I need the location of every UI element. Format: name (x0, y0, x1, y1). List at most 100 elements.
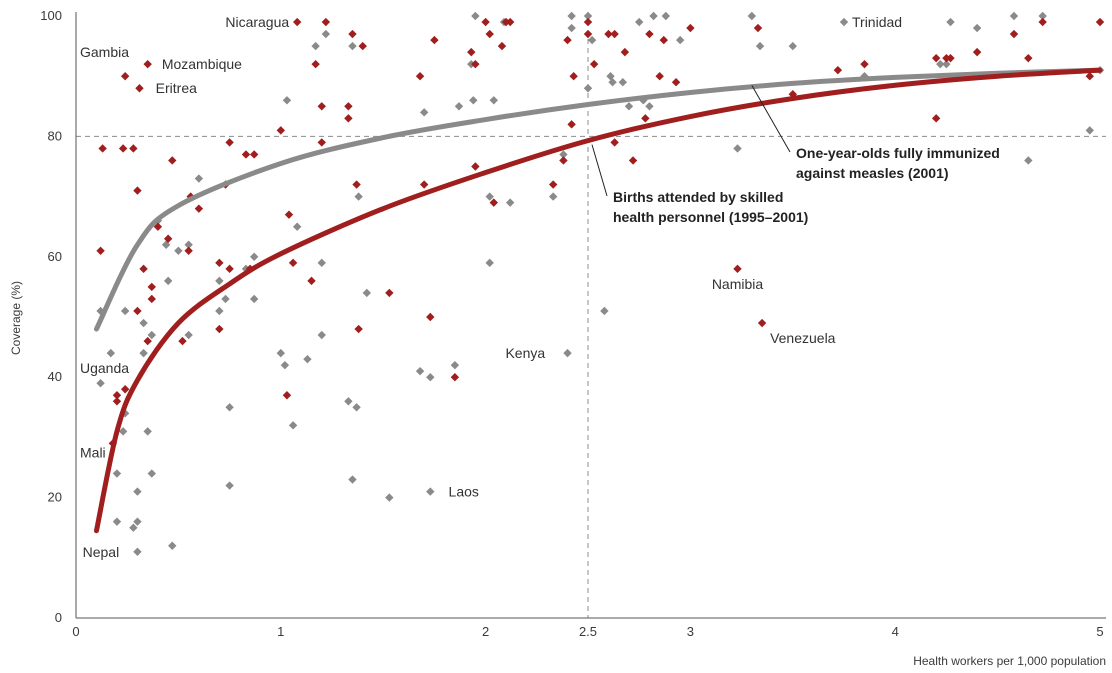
measles-point (317, 330, 326, 340)
y-tick-label: 80 (48, 128, 62, 143)
measles-point (276, 348, 285, 358)
measles-point (344, 397, 353, 406)
points (96, 11, 1105, 556)
births-point (317, 102, 326, 111)
y-tick-label: 20 (48, 490, 62, 505)
measles-point (1085, 126, 1094, 135)
measles-point (249, 294, 259, 304)
measles-point (143, 427, 152, 436)
births-point (143, 336, 152, 346)
measles-point (450, 360, 460, 370)
measles-point (184, 240, 193, 249)
births-point (563, 35, 572, 45)
annotations: Nicaragua Trinidad Gambia Mozambique Eritrea… (80, 14, 1000, 560)
births-point (354, 324, 363, 334)
births-point (628, 156, 638, 165)
births-point (241, 150, 251, 159)
measles-point (362, 288, 372, 298)
measles-point (303, 354, 312, 364)
births-point (139, 264, 148, 274)
births-point (946, 53, 955, 63)
births-point (583, 17, 593, 27)
measles-point (649, 11, 658, 21)
births-point (120, 385, 130, 394)
measles-point (454, 102, 464, 111)
measles-point (608, 78, 617, 87)
measles-point (469, 96, 478, 105)
births-point (415, 72, 425, 81)
measles-point (163, 276, 173, 286)
measles-point (1024, 156, 1033, 165)
births-point (1038, 17, 1047, 27)
measles-series-label: against measles (2001) (796, 165, 949, 181)
measles-point (485, 258, 494, 268)
births-point (467, 47, 476, 57)
measles-point (194, 174, 204, 183)
births-point (120, 72, 130, 81)
x-tick-label: 5 (1096, 624, 1103, 639)
births-series-label: Births attended by skilled (613, 189, 783, 205)
births-point (753, 23, 763, 33)
measles-point (147, 330, 156, 340)
measles-point (567, 23, 576, 33)
births-point (589, 59, 599, 69)
measles-point (747, 11, 757, 21)
country-label: Uganda (80, 360, 129, 376)
measles-point (419, 108, 429, 117)
births-point (426, 312, 435, 322)
births-point (505, 17, 515, 27)
measles-point (129, 523, 138, 532)
births-point (481, 17, 490, 27)
births-point (450, 373, 460, 382)
births-point (489, 198, 498, 207)
births-point (282, 391, 292, 400)
x-tick-label: 4 (892, 624, 899, 639)
country-label: Nicaragua (225, 14, 289, 30)
measles-point (485, 192, 494, 201)
births-point (655, 72, 664, 81)
births-point (620, 47, 630, 57)
births-point (645, 29, 654, 39)
births-point (788, 90, 797, 99)
country-label: Mozambique (162, 56, 242, 72)
x-tick-label: 2 (482, 624, 489, 639)
country-label: Mali (80, 444, 106, 460)
births-point (288, 258, 298, 268)
measles-point (225, 481, 234, 490)
births-point (225, 138, 234, 147)
births-point (225, 264, 234, 274)
reference-lines (76, 12, 1106, 618)
births-point (215, 324, 224, 334)
measles-point (133, 487, 142, 496)
country-label: Nepal (83, 544, 120, 560)
births-point (348, 29, 357, 39)
measles-point (348, 41, 357, 51)
measles-point (606, 72, 615, 81)
x-tick-label: 3 (687, 624, 694, 639)
axes: 0 20 40 60 80 100 0 1 2 2.5 3 4 5 (40, 8, 1106, 639)
country-label: Kenya (505, 345, 545, 361)
births-point (344, 114, 353, 123)
measles-point (755, 41, 765, 51)
measles-series-label: One-year-olds fully immunized (796, 145, 1000, 161)
births-point (317, 138, 326, 147)
births-point (559, 156, 568, 165)
measles-point (174, 246, 183, 255)
measles-point (839, 17, 849, 27)
births-point (118, 144, 128, 153)
measles-point (1038, 11, 1047, 21)
births-point (641, 114, 650, 123)
births-point (133, 306, 142, 316)
births-point (129, 144, 138, 153)
measles-point (675, 35, 685, 45)
measles-point (118, 427, 128, 436)
country-label: Namibia (712, 276, 764, 292)
births-point (1024, 53, 1033, 63)
x-axis-title: Health workers per 1,000 population (913, 654, 1106, 668)
births-point (567, 120, 576, 129)
measles-point (249, 252, 259, 261)
measles-point (292, 222, 302, 231)
births-point (485, 29, 494, 39)
births-point (931, 53, 941, 63)
births-point (307, 276, 316, 286)
